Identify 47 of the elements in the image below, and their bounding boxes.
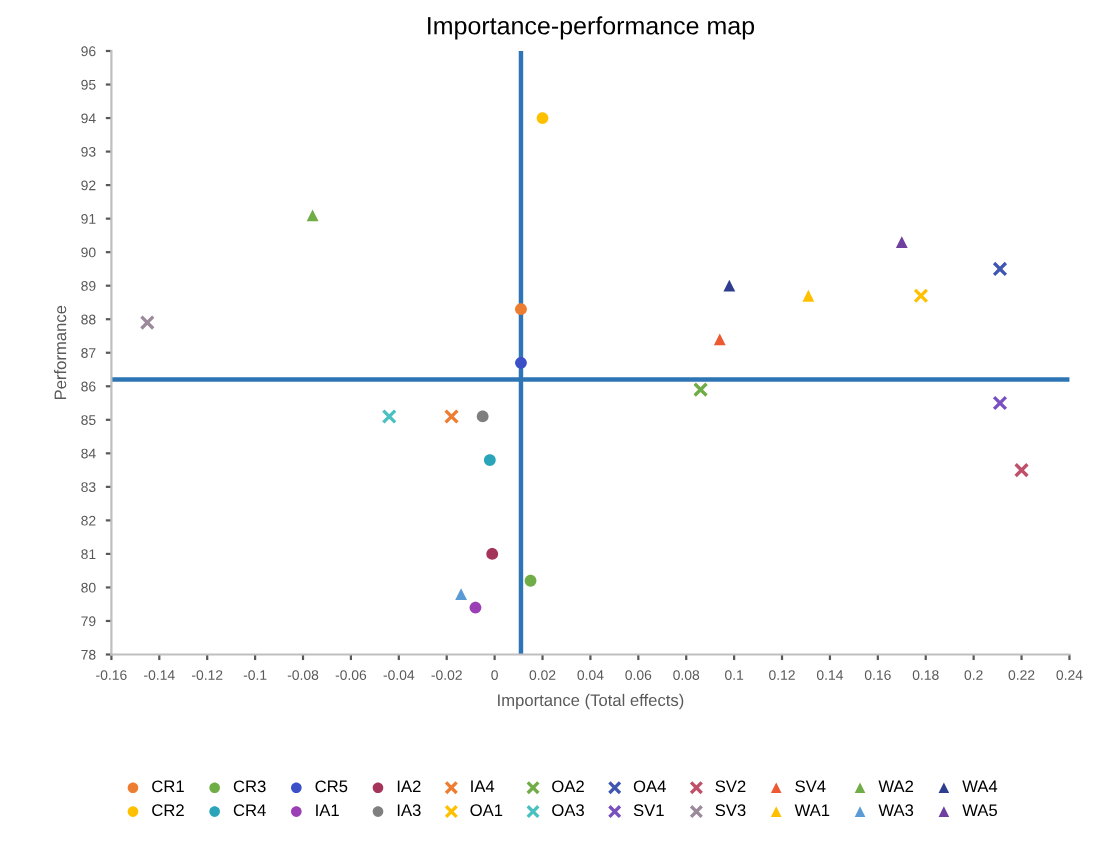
point <box>895 236 908 248</box>
legend-label: CR5 <box>315 780 348 793</box>
legend-label: OA2 <box>552 780 584 793</box>
legend-label: CR2 <box>152 804 184 817</box>
point <box>486 548 499 560</box>
point <box>713 333 726 346</box>
legend-label: OA3 <box>552 804 584 817</box>
point <box>992 395 1008 411</box>
point <box>536 112 549 124</box>
point <box>802 289 815 302</box>
x-axis-title: Importance (Total effects) <box>498 693 684 710</box>
point <box>992 261 1008 277</box>
legend-label: WA3 <box>878 804 914 817</box>
legend-label: IA2 <box>397 780 421 793</box>
legend-label: SV3 <box>715 804 746 817</box>
point <box>515 303 527 316</box>
point <box>515 356 527 369</box>
legend-label: IA3 <box>397 804 421 817</box>
y-axis-title: Performance <box>54 305 67 400</box>
point <box>693 382 709 398</box>
legend-label: SV4 <box>795 780 826 793</box>
legend-label: IA1 <box>316 804 339 816</box>
point <box>139 315 155 331</box>
point <box>723 279 736 292</box>
legend-label: IA4 <box>471 780 495 793</box>
legend-label: CR3 <box>233 780 266 793</box>
point <box>483 454 496 466</box>
point <box>913 288 929 304</box>
chart-title: Importance-performance map <box>428 16 755 40</box>
point <box>524 574 537 587</box>
legend-label: CR4 <box>233 804 266 817</box>
legend-label: WA4 <box>962 780 998 793</box>
legend-label: OA1 <box>470 804 503 817</box>
legend-label: OA4 <box>633 780 666 793</box>
point <box>455 588 467 601</box>
legend-label: WA2 <box>878 780 914 793</box>
point <box>469 601 482 614</box>
legend-label: SV1 <box>633 804 664 817</box>
legend-label: CR1 <box>152 780 184 793</box>
legend-label: SV2 <box>715 780 746 793</box>
point <box>443 408 460 425</box>
legend-label: WA5 <box>962 804 997 817</box>
point <box>306 209 319 222</box>
point <box>476 410 489 423</box>
legend-label: WA1 <box>794 804 830 816</box>
point <box>1013 462 1030 478</box>
point <box>381 408 397 425</box>
